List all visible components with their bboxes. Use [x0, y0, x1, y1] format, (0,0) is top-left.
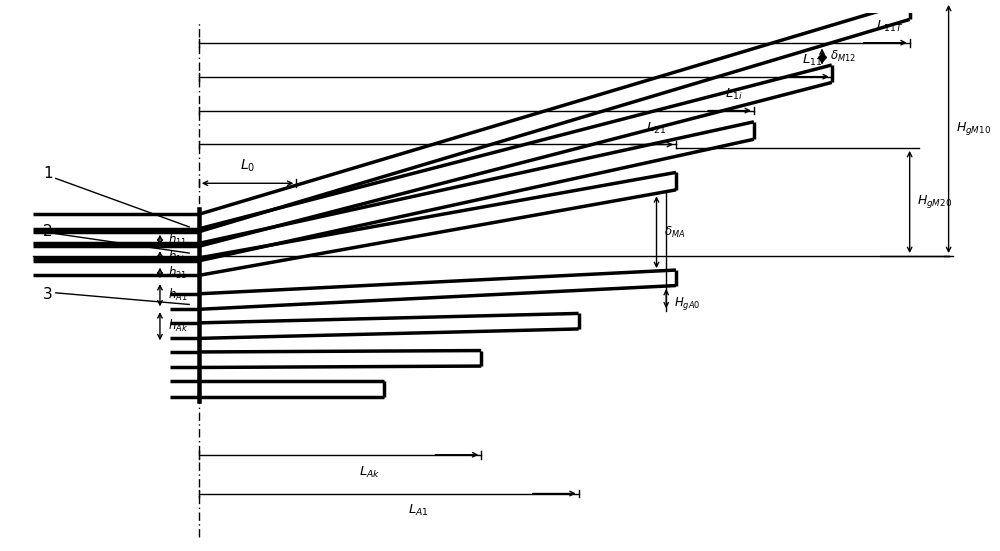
Text: $H_{gM20}$: $H_{gM20}$: [917, 193, 953, 210]
Text: $\delta_{MA}$: $\delta_{MA}$: [664, 225, 686, 240]
Text: $h_{Ak}$: $h_{Ak}$: [168, 318, 188, 334]
Text: 2: 2: [43, 224, 53, 239]
Text: $\delta_{M12}$: $\delta_{M12}$: [830, 49, 856, 64]
Text: 1: 1: [43, 166, 53, 181]
Text: $L_{11}$: $L_{11}$: [802, 53, 822, 68]
Text: $h_{11}$: $h_{11}$: [168, 232, 187, 248]
Text: $L_{21}$: $L_{21}$: [646, 121, 667, 136]
Text: $L_{11T}$: $L_{11T}$: [876, 19, 904, 34]
Text: $h_{A1}$: $h_{A1}$: [168, 287, 187, 303]
Text: $H_{gM10}$: $H_{gM10}$: [956, 121, 991, 138]
Text: $h_{1i}$: $h_{1i}$: [168, 249, 185, 264]
Text: $h_{21}$: $h_{21}$: [168, 265, 187, 281]
Text: $L_{1i}$: $L_{1i}$: [725, 87, 743, 102]
Text: 3: 3: [43, 287, 53, 302]
Text: $L_{A1}$: $L_{A1}$: [408, 503, 428, 518]
Text: $L_{Ak}$: $L_{Ak}$: [359, 464, 380, 479]
Text: $H_{gA0}$: $H_{gA0}$: [674, 295, 700, 312]
Text: $L_0$: $L_0$: [240, 157, 255, 174]
